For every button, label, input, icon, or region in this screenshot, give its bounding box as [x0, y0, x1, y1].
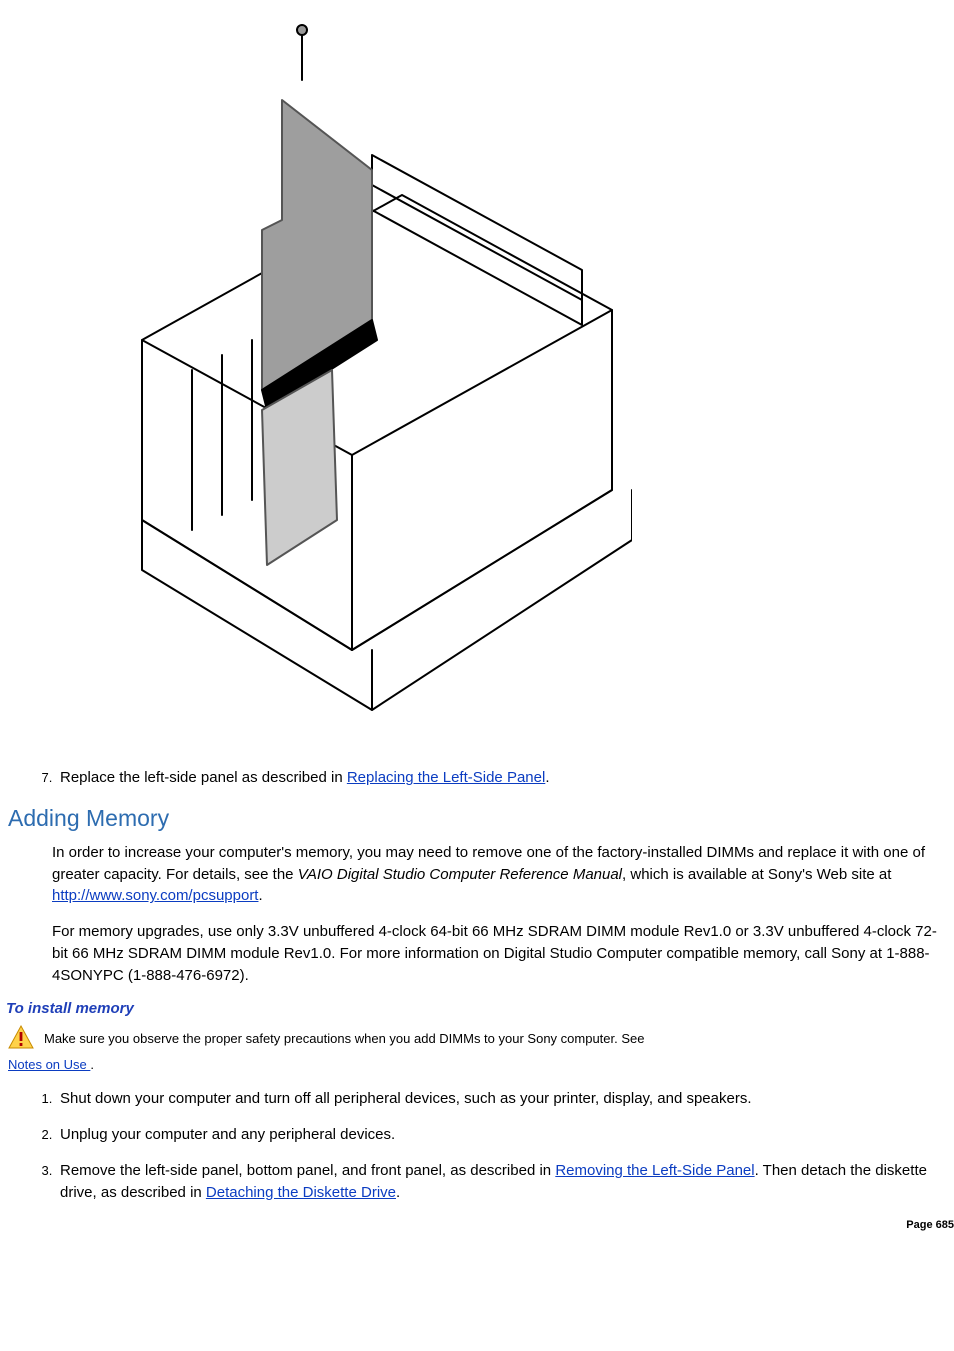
sub-heading-install-memory: To install memory [6, 1000, 954, 1017]
link-removing-left-side-panel[interactable]: Removing the Left-Side Panel [555, 1162, 754, 1179]
figure-card-install [72, 10, 632, 755]
warning-icon [8, 1025, 34, 1055]
para-1: In order to increase your computer's mem… [52, 842, 946, 907]
caution-block: Make sure you observe the proper safety … [8, 1025, 946, 1074]
para1-t3: . [258, 887, 262, 904]
link-detaching-diskette-drive[interactable]: Detaching the Diskette Drive [206, 1184, 396, 1201]
link-notes-on-use[interactable]: Notes on Use [8, 1057, 90, 1072]
step-7-prefix: Replace the left-side panel as described… [60, 769, 347, 786]
step-7: Replace the left-side panel as described… [56, 767, 954, 789]
caution-after: . [90, 1057, 94, 1072]
step-7-suffix: . [545, 769, 549, 786]
s3-t1: Remove the left-side panel, bottom panel… [60, 1162, 555, 1179]
page-number: Page 685 [906, 1219, 954, 1231]
para1-italic: VAIO Digital Studio Computer Reference M… [298, 866, 622, 883]
link-pcsupport[interactable]: http://www.sony.com/pcsupport [52, 887, 258, 904]
document-page: Replace the left-side panel as described… [0, 0, 954, 1237]
install-step-1: Shut down your computer and turn off all… [56, 1088, 954, 1110]
para-2: For memory upgrades, use only 3.3V unbuf… [52, 921, 946, 986]
caution-text: Make sure you observe the proper safety … [44, 1031, 644, 1046]
install-step-2: Unplug your computer and any peripheral … [56, 1124, 954, 1146]
section-heading-adding-memory: Adding Memory [8, 805, 954, 832]
install-steps-list: Shut down your computer and turn off all… [0, 1088, 954, 1203]
para1-t2: , which is available at Sony's Web site … [622, 866, 891, 883]
step-list-continued: Replace the left-side panel as described… [0, 767, 954, 789]
install-step-3: Remove the left-side panel, bottom panel… [56, 1160, 954, 1204]
link-replace-left-side-panel[interactable]: Replacing the Left-Side Panel [347, 769, 545, 786]
s3-t3: . [396, 1184, 400, 1201]
